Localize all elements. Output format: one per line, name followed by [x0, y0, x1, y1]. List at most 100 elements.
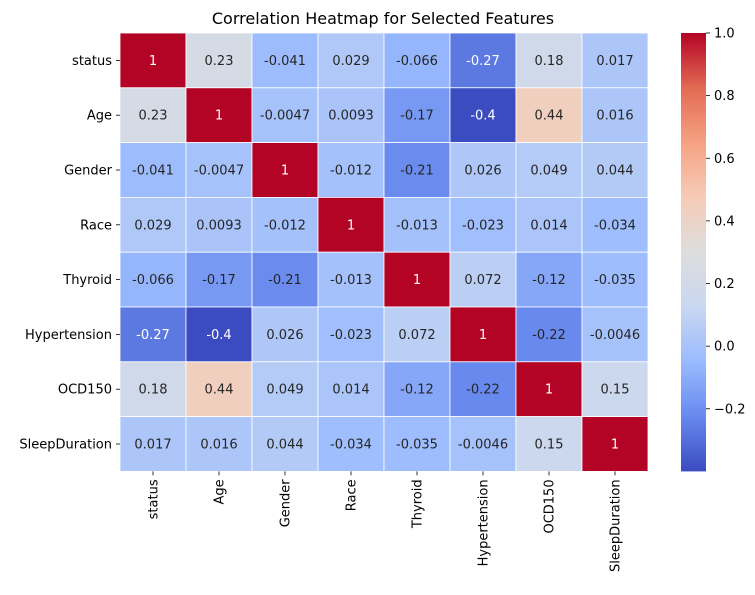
heatmap-cell-thyroid-thyroid	[383, 251, 451, 308]
cell-value-label: -0.21	[400, 164, 434, 179]
heatmap-cell-thyroid-sleepduration	[581, 251, 649, 308]
heatmap-cell-age-sleepduration	[581, 87, 649, 144]
heatmap-cell-hypertension-ocd150	[515, 306, 583, 363]
heatmap-cell-age-race	[317, 87, 385, 144]
heatmap-cell-gender-age	[185, 142, 253, 198]
colorbar-tick-label: 0.4	[714, 214, 735, 229]
heatmap-cell-ocd150-hypertension	[449, 361, 517, 417]
heatmap-cell-ocd150-ocd150	[515, 361, 583, 417]
cell-value-label: 0.017	[134, 438, 171, 453]
x-tick-label-race: Race	[345, 479, 360, 511]
y-tick-label-ocd150: OCD150	[58, 383, 112, 398]
heatmap-cell-race-status	[119, 196, 187, 253]
heatmap-cell-race-thyroid	[383, 196, 451, 253]
cell-value-label: -0.012	[330, 164, 372, 179]
y-tick-label-thyroid: Thyroid	[62, 273, 112, 288]
cell-value-label: 1	[479, 328, 487, 343]
cell-value-label: 0.15	[601, 383, 630, 398]
cell-value-label: -0.066	[396, 54, 438, 69]
cell-value-label: 0.026	[266, 328, 303, 343]
heatmap-cell-status-age	[185, 32, 253, 89]
heatmap-cell-hypertension-hypertension	[449, 306, 517, 363]
cell-value-label: -0.27	[136, 328, 170, 343]
cell-value-label: -0.041	[132, 164, 174, 179]
cell-value-label: 1	[611, 438, 619, 453]
y-tick-label-hypertension: Hypertension	[25, 328, 112, 343]
heatmap-cell-thyroid-gender	[251, 251, 319, 308]
colorbar-tick-label: 0.6	[714, 152, 735, 167]
cell-value-label: 0.026	[464, 164, 501, 179]
chart-title: Correlation Heatmap for Selected Feature…	[212, 9, 554, 28]
cell-value-label: -0.034	[594, 218, 636, 233]
colorbar-tick-label: 0.8	[714, 89, 735, 104]
cell-value-label: 0.029	[332, 54, 369, 69]
cell-value-label: -0.034	[330, 438, 372, 453]
heatmap-cell-ocd150-sleepduration	[581, 361, 649, 417]
heatmap-cell-thyroid-hypertension	[449, 251, 517, 308]
cell-value-label: -0.0047	[194, 164, 244, 179]
heatmap-cell-ocd150-thyroid	[383, 361, 451, 417]
cell-value-label: -0.013	[396, 218, 438, 233]
cell-value-label: -0.22	[532, 328, 566, 343]
heatmap-cell-status-hypertension	[449, 32, 517, 89]
cell-value-label: 0.44	[535, 109, 564, 124]
cell-value-label: -0.012	[264, 218, 306, 233]
cell-value-label: -0.0047	[260, 109, 310, 124]
cell-value-label: -0.013	[330, 273, 372, 288]
heatmap-cell-hypertension-age	[185, 306, 253, 363]
cell-value-label: -0.17	[202, 273, 236, 288]
heatmap-cell-gender-sleepduration	[581, 142, 649, 198]
x-tick-label-hypertension: Hypertension	[477, 479, 492, 566]
cell-value-label: -0.066	[132, 273, 174, 288]
colorbar: −0.2 0.0 0.2 0.4 0.6 0.8 1.0	[681, 27, 746, 472]
cell-value-label: -0.4	[206, 328, 231, 343]
heatmap-cell-race-ocd150	[515, 196, 583, 253]
heatmap-cell-status-sleepduration	[581, 32, 649, 89]
x-tick-label-status: status	[147, 479, 162, 519]
cell-value-label: 0.15	[535, 438, 564, 453]
cell-value-label: 0.049	[266, 383, 303, 398]
cell-value-label: 0.18	[139, 383, 168, 398]
colorbar-gradient	[681, 33, 706, 472]
cell-value-label: -0.17	[400, 109, 434, 124]
heatmap-cell-status-gender	[251, 32, 319, 89]
heatmap-cell-gender-gender	[251, 142, 319, 198]
heatmap-cell-age-age	[185, 87, 253, 144]
colorbar-tick-label: −0.2	[714, 402, 746, 417]
y-tick-label-sleepduration: SleepDuration	[19, 438, 112, 453]
heatmap-cell-hypertension-sleepduration	[581, 306, 649, 363]
cell-value-label: 0.049	[530, 164, 567, 179]
y-tick-labels: status Age Gender Race Thyroid Hypertension OC…	[19, 54, 120, 453]
cell-value-label: 0.23	[139, 109, 168, 124]
cell-value-label: -0.035	[396, 438, 438, 453]
heatmap-cell-sleepduration-thyroid	[383, 416, 451, 472]
cell-value-label: -0.22	[466, 383, 500, 398]
x-tick-label-ocd150: OCD150	[543, 479, 558, 533]
heatmap-cell-hypertension-thyroid	[383, 306, 451, 363]
heatmap-cell-ocd150-age	[185, 361, 253, 417]
heatmap-cell-gender-ocd150	[515, 142, 583, 198]
heatmap-cells: 1 0.23 -0.041 0.029 -0.066 -0.27 0.18 0.017 0.23…	[119, 32, 649, 472]
heatmap-cell-status-race	[317, 32, 385, 89]
cell-value-label: -0.21	[268, 273, 302, 288]
x-tick-label-thyroid: Thyroid	[411, 479, 426, 529]
cell-value-label: 0.014	[530, 218, 567, 233]
colorbar-tick-label: 0.0	[714, 340, 735, 355]
cell-value-label: -0.041	[264, 54, 306, 69]
cell-value-label: 1	[347, 218, 355, 233]
cell-value-label: -0.12	[400, 383, 434, 398]
cell-value-label: 0.044	[266, 438, 303, 453]
cell-value-label: 0.18	[535, 54, 564, 69]
colorbar-tick-label: 0.2	[714, 277, 735, 292]
cell-value-label: 1	[215, 109, 223, 124]
cell-value-label: 0.016	[200, 438, 237, 453]
heatmap-cell-gender-hypertension	[449, 142, 517, 198]
heatmap-cell-hypertension-gender	[251, 306, 319, 363]
cell-value-label: -0.27	[466, 54, 500, 69]
x-tick-labels: status Age Gender Race Thyroid Hypertension OC…	[147, 471, 624, 572]
cell-value-label: 1	[545, 383, 553, 398]
heatmap-cell-age-thyroid	[383, 87, 451, 144]
heatmap-cell-thyroid-race	[317, 251, 385, 308]
cell-value-label: 0.072	[464, 273, 501, 288]
